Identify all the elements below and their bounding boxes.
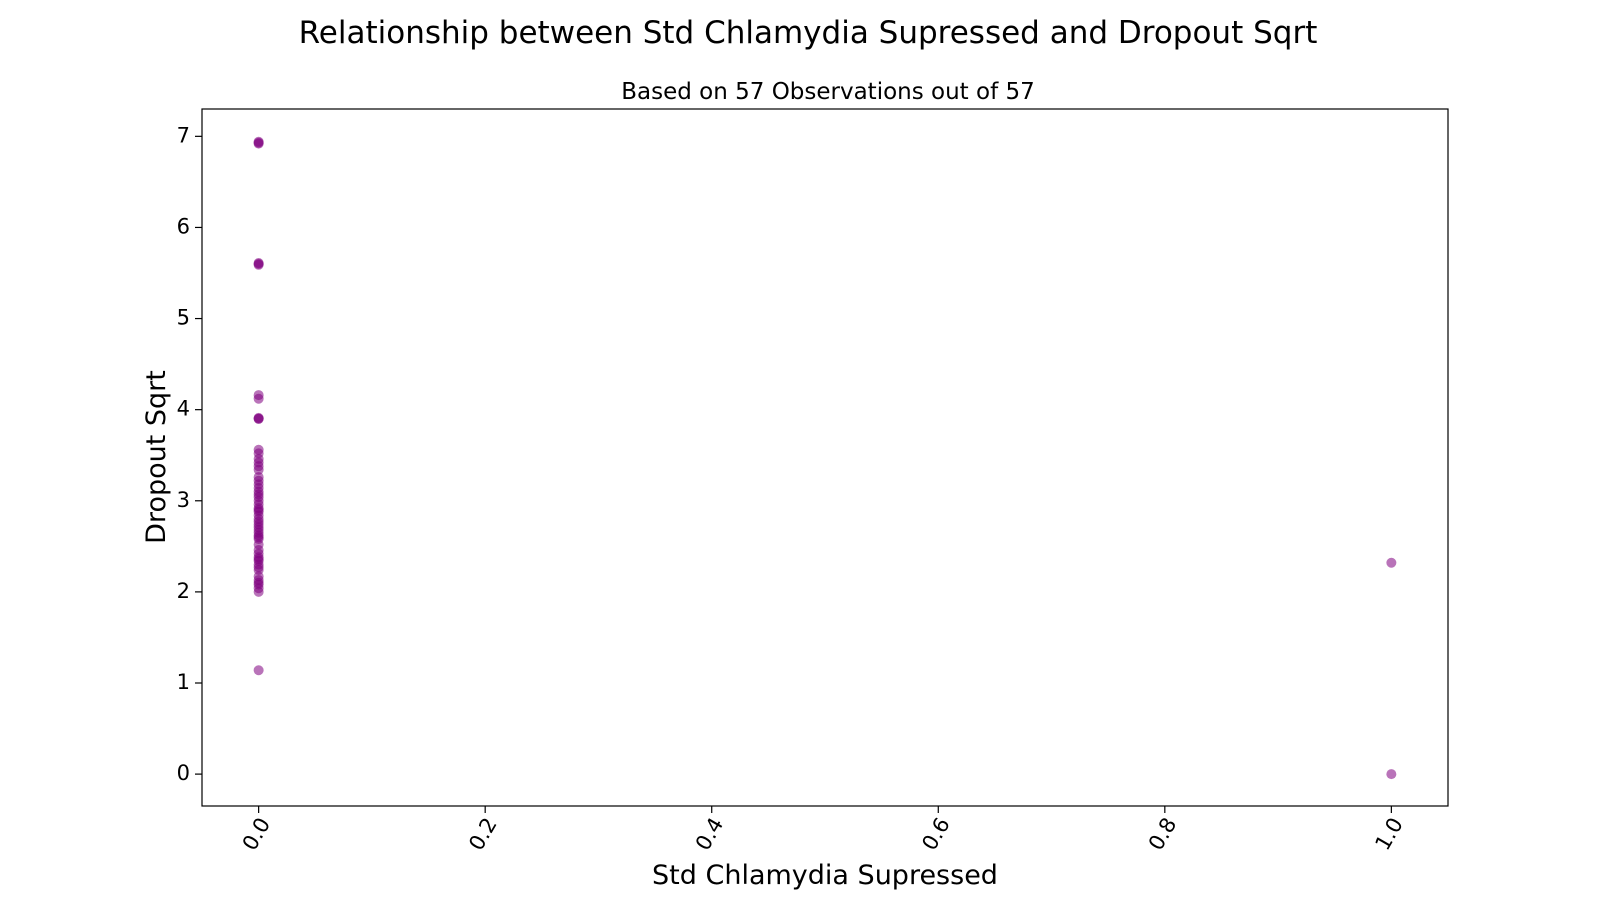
data-point [1386,557,1397,568]
data-point [253,554,264,565]
data-point [253,393,264,404]
data-point [253,412,264,423]
plot-frame [201,108,1449,807]
data-point [253,464,264,475]
data-point [253,257,264,268]
data-point [253,586,264,597]
x-axis-label: Std Chlamydia Supressed [652,860,998,891]
y-tick-label: 7 [177,123,190,147]
y-tick-label: 3 [177,488,190,512]
y-tick-label: 6 [177,214,190,238]
y-tick-label: 5 [177,306,190,330]
y-tick-label: 4 [177,397,190,421]
data-point [253,577,264,588]
y-tick-label: 2 [177,579,190,603]
data-point [1386,769,1397,780]
chart-title: Relationship between Std Chlamydia Supre… [299,15,1318,51]
data-point [253,665,264,676]
y-axis-label: Dropout Sqrt [141,370,172,544]
y-tick-label: 1 [177,670,190,694]
data-points [253,136,1397,780]
y-axis-ticks: 0 1 2 3 4 5 6 7 [177,123,202,785]
data-point [253,136,264,147]
data-point [253,527,264,538]
y-tick-label: 0 [177,761,190,785]
data-point [253,504,264,515]
chart-subtitle: Based on 57 Observations out of 57 [621,79,1035,105]
